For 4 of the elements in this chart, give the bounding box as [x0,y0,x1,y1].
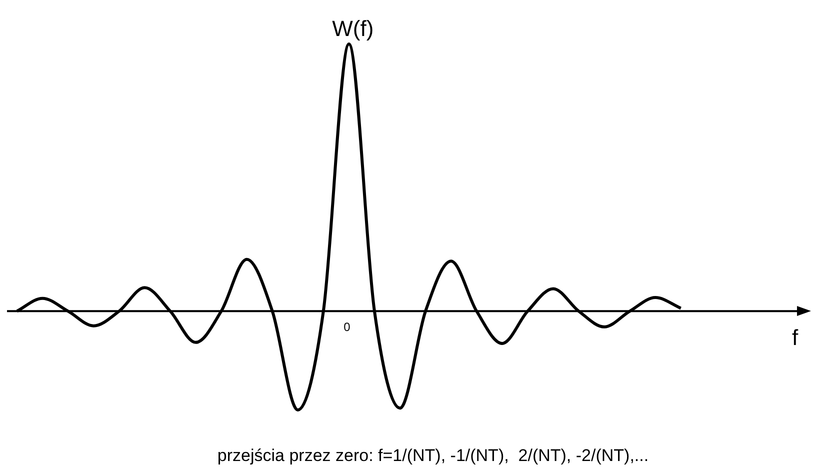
y-axis-title: W(f) [332,16,374,41]
x-axis-title: f [792,325,799,350]
annotation: 0 [344,320,351,334]
text: przejścia przez zero: f=1/(NT), -1/(NT), 2/(NT), -2/(NT),... [217,446,649,465]
